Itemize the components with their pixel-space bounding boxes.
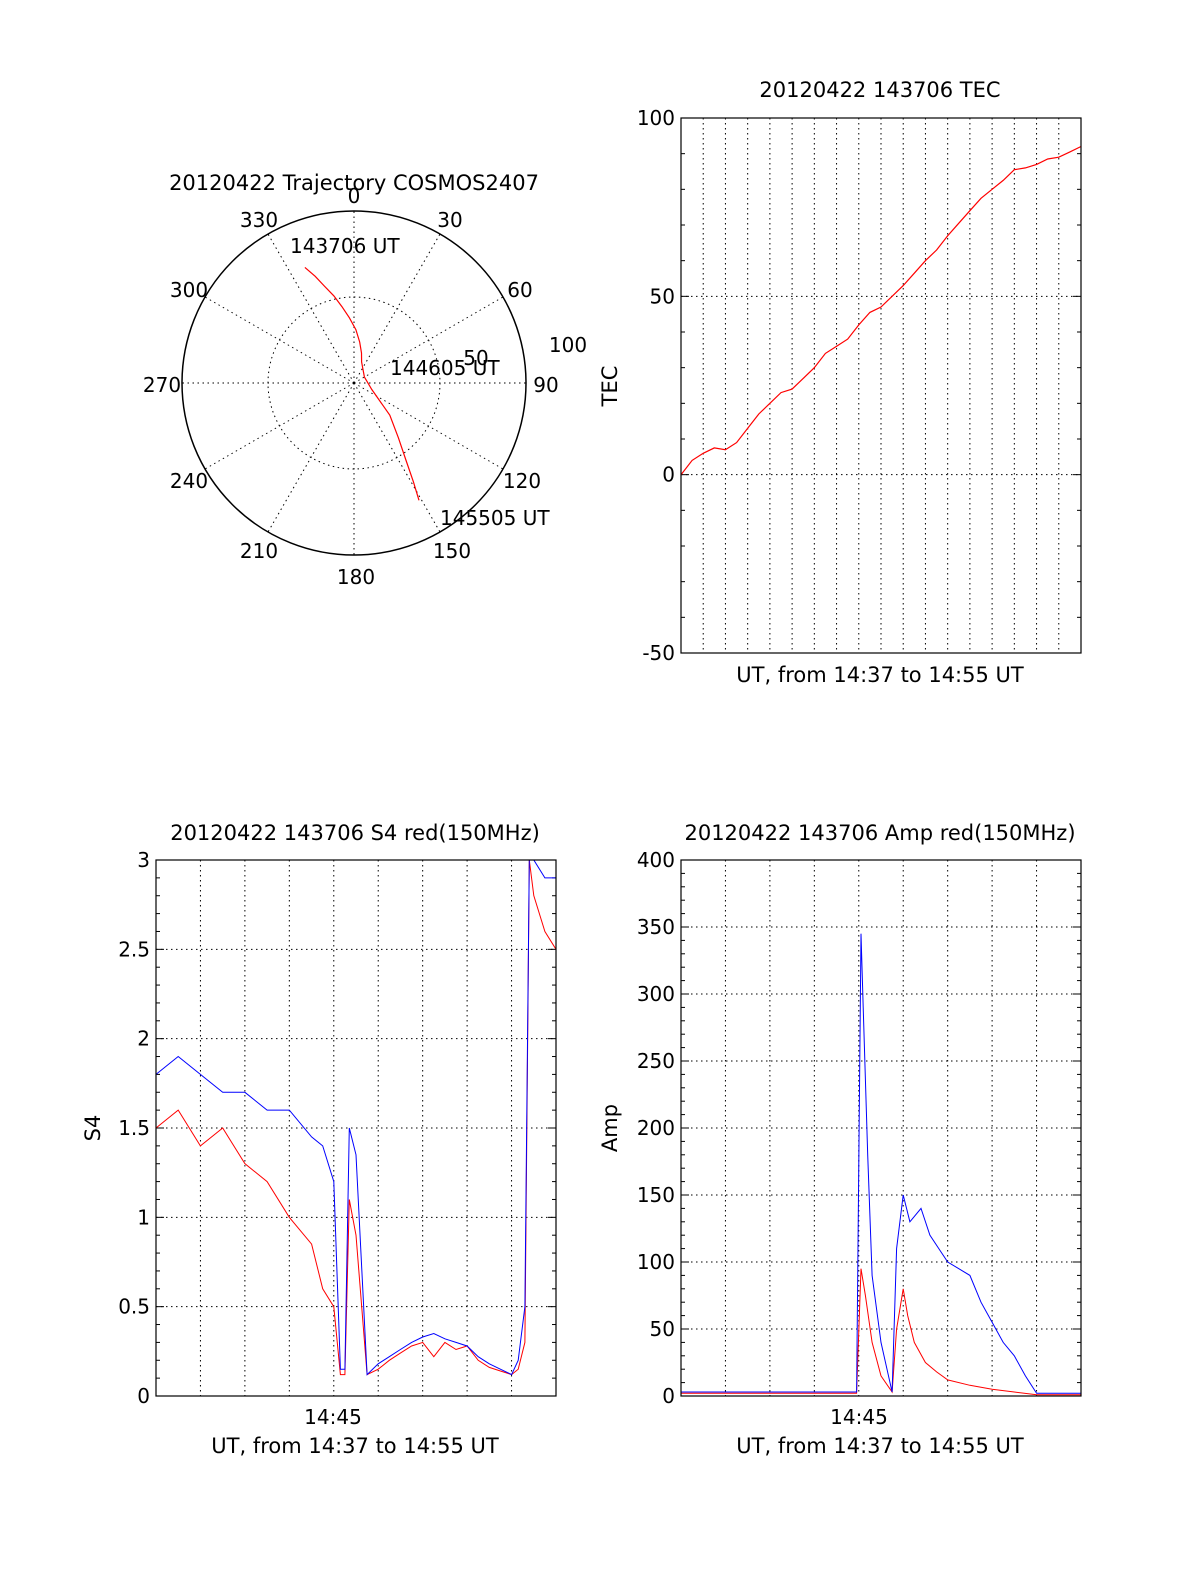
- polar-angle-label: 60: [507, 278, 532, 302]
- tec-x-axis-label: UT, from 14:37 to 14:55 UT: [736, 663, 1024, 687]
- polar-angle-label: 150: [433, 539, 471, 563]
- y-tick-label: 3: [137, 848, 150, 872]
- polar-title: 20120422 Trajectory COSMOS2407: [169, 171, 539, 195]
- amp-red-series-line: [681, 1268, 1081, 1396]
- amp-grid: [681, 859, 1081, 1397]
- y-tick-label: 100: [637, 106, 675, 130]
- polar-panel: 20120422 Trajectory COSMOS2407 0 30 60 90 12…: [143, 171, 587, 589]
- s4-y-axis-label: S4: [81, 1115, 105, 1142]
- y-tick-label: 300: [637, 982, 675, 1006]
- tec-title: 20120422 143706 TEC: [759, 78, 1000, 102]
- polar-radius-label-50: 50: [463, 346, 488, 370]
- polar-spoke: [353, 382, 441, 533]
- y-tick-label: 50: [650, 284, 675, 308]
- polar-spoke: [353, 296, 504, 384]
- polar-spoke: [267, 382, 355, 533]
- polar-spoke: [353, 233, 441, 384]
- y-tick-label: 100: [637, 1250, 675, 1274]
- y-tick-label: 200: [637, 1116, 675, 1140]
- y-tick-label: 50: [650, 1317, 675, 1341]
- y-tick-label: -50: [642, 641, 675, 665]
- y-tick-label: 150: [637, 1183, 675, 1207]
- s4-x-tick-label: 14:45: [304, 1405, 362, 1429]
- polar-spoke: [204, 382, 355, 470]
- polar-outer-circle: [181, 210, 527, 556]
- amp-y-tick-labels: 0 50 100 150 200 250 300 350 400: [637, 848, 675, 1408]
- polar-angle-label: 30: [437, 208, 462, 232]
- y-tick-label: 250: [637, 1049, 675, 1073]
- polar-annotation-start: 143706 UT: [290, 234, 400, 258]
- polar-angle-label: 180: [337, 565, 375, 589]
- polar-annotation-end: 145505 UT: [440, 506, 550, 530]
- polar-annotation-mid: 144605 UT: [390, 356, 500, 380]
- s4-axes-frame: [155, 859, 557, 1397]
- tec-series-line: [680, 145, 1082, 476]
- s4-panel: 20120422 143706 S4 red(150MHz) 0 0.5 1 1.5 2…: [81, 821, 557, 1458]
- y-tick-label: 0: [662, 1384, 675, 1408]
- amp-title: 20120422 143706 Amp red(150MHz): [684, 821, 1075, 845]
- polar-grid: [181, 210, 527, 556]
- polar-spoke: [204, 296, 355, 384]
- tec-grid: [681, 117, 1081, 654]
- polar-angle-label: 240: [170, 469, 208, 493]
- amp-axes-frame: [680, 859, 1082, 1397]
- tec-panel: 20120422 143706 TEC -50 0 50 100 UT, from 1…: [598, 78, 1082, 687]
- y-tick-label: 1: [137, 1205, 150, 1229]
- polar-trajectory-line: [304, 266, 420, 501]
- amp-x-axis-label: UT, from 14:37 to 14:55 UT: [736, 1434, 1024, 1458]
- polar-angle-label: 210: [240, 539, 278, 563]
- y-tick-label: 0: [662, 463, 675, 487]
- polar-spoke: [267, 233, 355, 384]
- y-tick-label: 350: [637, 915, 675, 939]
- amp-panel: 20120422 143706 Amp red(150MHz) 0 50 100 15…: [598, 821, 1082, 1458]
- s4-grid: [156, 859, 556, 1397]
- s4-y-tick-labels: 0 0.5 1 1.5 2 2.5 3: [118, 848, 150, 1408]
- polar-angle-label: 120: [503, 469, 541, 493]
- polar-spoke: [353, 382, 504, 470]
- amp-x-tick-label: 14:45: [830, 1405, 888, 1429]
- polar-angle-label: 90: [533, 373, 558, 397]
- polar-angle-label: 0: [348, 184, 361, 208]
- polar-angle-labels: 0 30 60 90 120 150 180 210 240 270 300 330: [143, 184, 559, 589]
- tec-y-axis-label: TEC: [598, 366, 622, 408]
- y-tick-label: 0: [137, 1384, 150, 1408]
- polar-angle-label: 330: [240, 208, 278, 232]
- y-tick-label: 1.5: [118, 1116, 150, 1140]
- y-tick-label: 2: [137, 1027, 150, 1051]
- s4-title: 20120422 143706 S4 red(150MHz): [170, 821, 540, 845]
- y-tick-label: 2.5: [118, 937, 150, 961]
- polar-angle-label: 300: [170, 278, 208, 302]
- tec-y-tick-labels: -50 0 50 100: [637, 106, 675, 665]
- y-tick-label: 400: [637, 848, 675, 872]
- amp-blue-series-line: [681, 933, 1081, 1394]
- s4-x-axis-label: UT, from 14:37 to 14:55 UT: [211, 1434, 499, 1458]
- s4-blue-series-line: [155, 859, 556, 1376]
- polar-radius-label-100: 100: [549, 333, 587, 357]
- s4-red-series-line: [155, 859, 557, 1376]
- amp-y-axis-label: Amp: [598, 1104, 622, 1152]
- polar-angle-label: 270: [143, 373, 181, 397]
- tec-axes-frame: [680, 117, 1082, 654]
- y-tick-label: 0.5: [118, 1295, 150, 1319]
